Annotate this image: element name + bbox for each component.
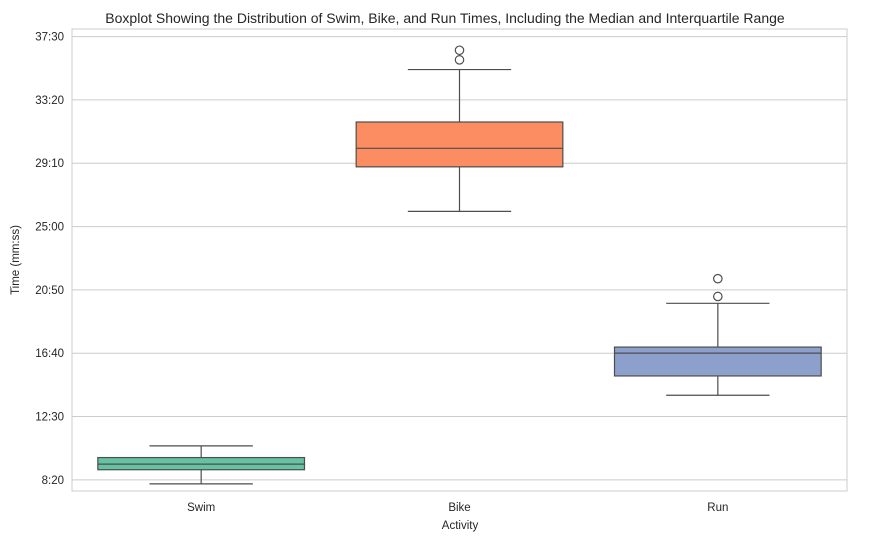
box-swim bbox=[97, 445, 306, 485]
y-axis-label: Time (mm:ss) bbox=[10, 225, 22, 295]
y-axis: 8:20 12:30 16:40 20:50 25:00 29:10 33:20 37:30 bbox=[35, 32, 64, 487]
y-tick-label: 33:20 bbox=[35, 95, 64, 107]
x-tick-label-bike: Bike bbox=[448, 502, 470, 514]
outlier-point bbox=[713, 291, 723, 302]
y-tick-label: 29:10 bbox=[35, 158, 64, 170]
x-axis: Swim Bike Run bbox=[187, 502, 728, 514]
box-run bbox=[613, 273, 822, 396]
outlier-point bbox=[454, 45, 465, 56]
y-tick-label: 37:30 bbox=[35, 32, 64, 44]
iqr-box bbox=[613, 346, 822, 377]
y-tick-label: 12:30 bbox=[35, 412, 64, 424]
x-tick-label-run: Run bbox=[707, 502, 728, 514]
y-tick-label: 16:40 bbox=[35, 348, 64, 360]
x-tick-label-swim: Swim bbox=[187, 502, 215, 514]
y-tick-label: 20:50 bbox=[35, 285, 64, 297]
boxes-layer bbox=[97, 45, 822, 485]
outlier-point bbox=[454, 55, 465, 65]
iqr-box bbox=[355, 121, 564, 168]
box-bike bbox=[355, 45, 564, 212]
outlier-point bbox=[713, 273, 723, 284]
chart-title: Boxplot Showing the Distribution of Swim… bbox=[105, 10, 785, 26]
plot-frame bbox=[71, 28, 848, 492]
y-tick-label: 8:20 bbox=[42, 475, 64, 487]
x-axis-label: Activity bbox=[442, 520, 479, 532]
y-tick-label: 25:00 bbox=[35, 222, 64, 234]
